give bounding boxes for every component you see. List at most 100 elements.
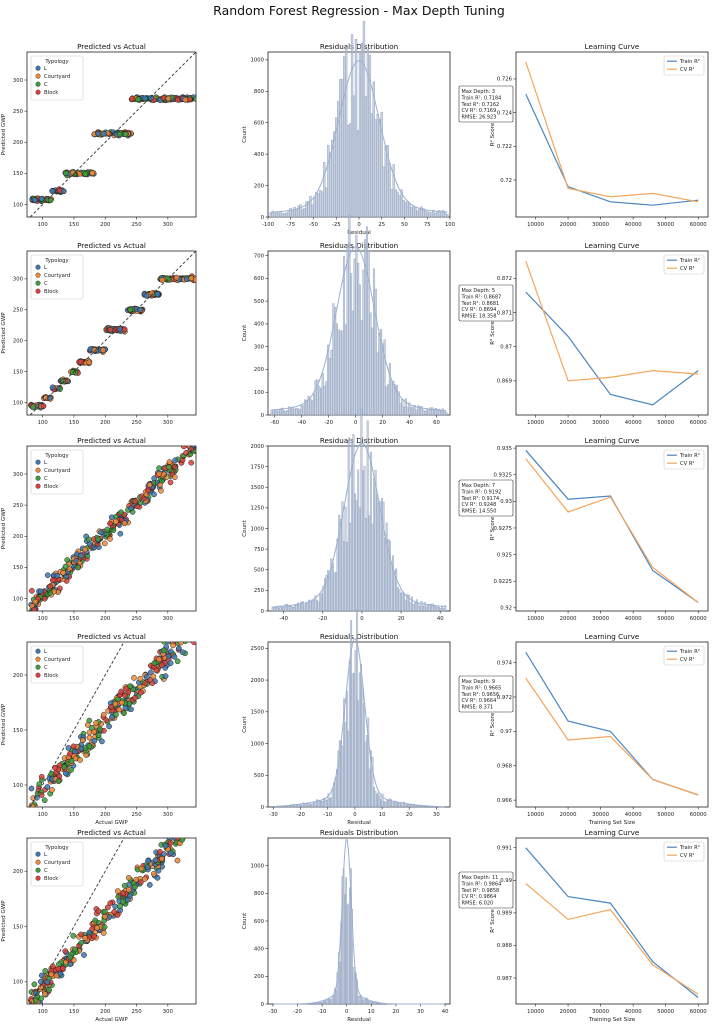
curve-2-legend-label: Train R² bbox=[679, 59, 700, 65]
scatter-12-point bbox=[44, 979, 51, 985]
hist-13-bar bbox=[357, 995, 360, 1005]
scatter-12-point bbox=[121, 882, 128, 889]
scatter-12-point bbox=[117, 903, 123, 910]
hist-4-metrics-box bbox=[458, 284, 514, 322]
curve-5-title: Learning Curve bbox=[585, 241, 640, 250]
scatter-9-point bbox=[68, 766, 75, 773]
curve-2-ytick-label: 0.726 bbox=[497, 77, 513, 83]
hist-7-bar bbox=[316, 599, 318, 612]
hist-1-bar bbox=[412, 205, 415, 218]
hist-13-bar bbox=[335, 990, 338, 1005]
scatter-9-point bbox=[109, 714, 115, 720]
scatter-0-xtick-label: 250 bbox=[131, 222, 142, 228]
scatter-3-point bbox=[143, 292, 150, 299]
hist-7-bar bbox=[422, 605, 425, 612]
scatter-12-point bbox=[56, 961, 62, 968]
hist-1-ytick-label: 400 bbox=[254, 152, 265, 158]
scatter-9-point bbox=[68, 758, 75, 764]
curve-8-xtick-label: 60000 bbox=[690, 616, 707, 622]
scatter-3-point bbox=[121, 326, 128, 333]
scatter-6-point bbox=[32, 598, 39, 605]
hist-1-bar bbox=[372, 81, 375, 218]
hist-4-bar bbox=[342, 255, 346, 416]
hist-7-bar bbox=[419, 606, 421, 612]
hist-4-bar bbox=[309, 398, 312, 416]
scatter-6-point bbox=[185, 440, 190, 445]
hist-4-bar bbox=[325, 381, 328, 416]
curve-11-ytick-label: 0.966 bbox=[497, 798, 513, 804]
hist-4-bar bbox=[362, 269, 365, 416]
curve-11-title: Learning Curve bbox=[585, 632, 640, 641]
scatter-6-point bbox=[183, 450, 189, 456]
hist-1-bar bbox=[356, 130, 360, 218]
hist-1-ytick-label: 600 bbox=[254, 121, 265, 127]
scatter-12-point bbox=[31, 981, 38, 988]
hist-1-xlabel: Residual bbox=[347, 230, 371, 236]
scatter-9-point bbox=[67, 750, 73, 757]
curve-8-xtick-label: 10000 bbox=[527, 616, 544, 622]
hist-10-bar bbox=[361, 685, 364, 808]
hist-7-xtick-label: 0 bbox=[360, 616, 364, 622]
scatter-12-point bbox=[138, 865, 145, 872]
hist-1-kde-line bbox=[270, 60, 448, 213]
hist-1-metrics-box bbox=[458, 85, 514, 123]
hist-10-bar bbox=[324, 799, 327, 808]
scatter-6-legend-title: Typology bbox=[44, 453, 68, 459]
scatter-3-legend-marker bbox=[35, 280, 41, 286]
hist-10-bar bbox=[348, 660, 351, 808]
scatter-0-point bbox=[95, 130, 101, 137]
hist-4-bar bbox=[300, 405, 303, 416]
scatter-12-point bbox=[101, 908, 108, 915]
scatter-9-point bbox=[162, 673, 169, 679]
scatter-6-ylabel: Predicted GWP bbox=[1, 507, 7, 549]
hist-1-bar bbox=[273, 212, 276, 218]
scatter-6-point bbox=[157, 482, 163, 488]
hist-10-bar bbox=[346, 690, 348, 808]
scatter-6-point bbox=[113, 518, 119, 525]
hist-7-bar bbox=[290, 606, 293, 612]
curve-2-frame bbox=[515, 51, 709, 218]
hist-13-metric-line: CV R²: 0.9864 bbox=[462, 894, 497, 900]
hist-4-xtick-label: -40 bbox=[297, 420, 306, 426]
scatter-9-point bbox=[180, 623, 185, 628]
scatter-6-point bbox=[104, 526, 111, 533]
hist-13-xtick-label: 30 bbox=[417, 1009, 424, 1015]
scatter-0-point bbox=[60, 188, 67, 195]
hist-7-bar bbox=[273, 607, 276, 612]
scatter-6-point bbox=[167, 479, 174, 486]
scatter-3-point bbox=[78, 358, 84, 365]
scatter-9-point bbox=[86, 743, 93, 749]
scatter-12-point bbox=[162, 842, 169, 849]
scatter-3-title: Predicted vs Actual bbox=[77, 241, 146, 250]
scatter-12-point bbox=[141, 876, 148, 882]
scatter-6-point bbox=[30, 612, 35, 617]
scatter-3-legend-label: Courtyard bbox=[44, 273, 70, 279]
hist-13-metric-line: RMSE: 6.020 bbox=[462, 901, 494, 907]
hist-4-bar bbox=[365, 226, 368, 416]
hist-10-bar bbox=[298, 804, 301, 808]
curve-14-legend-label: CV R² bbox=[680, 853, 695, 859]
curve-11-xtick-label: 60000 bbox=[690, 812, 707, 818]
scatter-0-title: Predicted vs Actual bbox=[77, 42, 146, 51]
scatter-6-point bbox=[95, 536, 101, 542]
scatter-0-frame bbox=[26, 51, 197, 218]
scatter-3-point bbox=[192, 277, 196, 283]
hist-7-bar bbox=[415, 599, 418, 612]
hist-4-bar bbox=[424, 410, 427, 416]
scatter-0-xtick-label: 200 bbox=[100, 222, 111, 228]
curve-8-ytick-label: 0.935 bbox=[497, 446, 512, 452]
scatter-12-point bbox=[38, 972, 45, 979]
hist-4-bar bbox=[305, 400, 308, 416]
hist-1-bar bbox=[325, 187, 328, 218]
hist-7-bar bbox=[295, 604, 298, 612]
hist-10-bar bbox=[374, 790, 377, 808]
scatter-6-point bbox=[137, 499, 144, 506]
scatter-6-point bbox=[77, 552, 84, 559]
hist-4-bar bbox=[348, 214, 351, 416]
hist-13-ytick-label: 600 bbox=[254, 919, 265, 925]
scatter-9-point bbox=[122, 704, 129, 711]
hist-4-bar bbox=[433, 409, 436, 416]
scatter-12-point bbox=[94, 925, 101, 931]
hist-4-bar bbox=[383, 339, 386, 416]
scatter-3-xtick-label: 100 bbox=[38, 420, 49, 426]
